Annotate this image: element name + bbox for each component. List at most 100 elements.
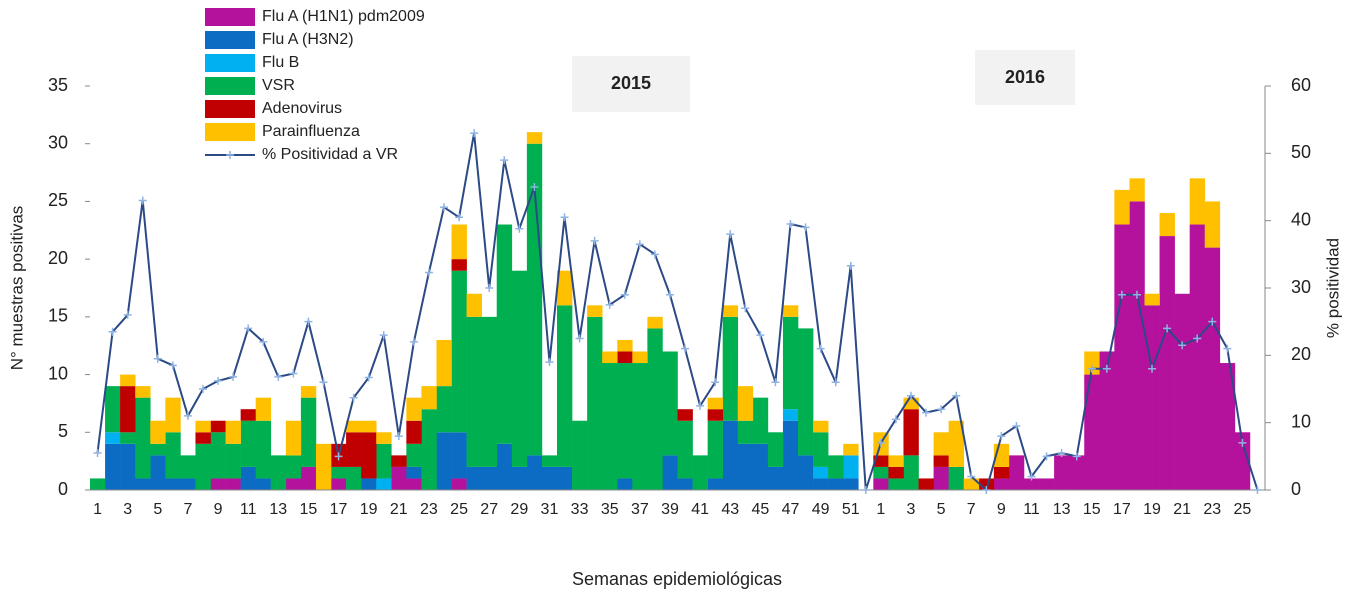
line-marker	[334, 452, 343, 461]
bar-segment	[722, 420, 739, 490]
bar-segment	[1219, 363, 1236, 490]
x-tick-label: 11	[1023, 501, 1040, 518]
line-marker	[1163, 324, 1172, 333]
bar-segment	[1008, 455, 1025, 490]
x-tick-label: 49	[812, 501, 830, 518]
x-tick-label: 23	[420, 501, 438, 518]
bar-segment	[993, 466, 1010, 479]
y-tick-label: 10	[48, 363, 68, 383]
x-tick-label: 21	[1173, 501, 1191, 518]
legend-label: VSR	[262, 77, 295, 94]
bar-segment	[481, 466, 498, 490]
bar-segment	[632, 351, 648, 364]
x-tick-label: 5	[153, 501, 162, 518]
bar-segment	[707, 409, 723, 421]
line-marker	[440, 203, 449, 212]
line-marker	[711, 378, 720, 387]
bar-segment	[662, 351, 678, 456]
line-marker	[1193, 334, 1202, 343]
bar-segment	[526, 455, 543, 490]
line-marker	[605, 300, 614, 309]
bar-segment	[888, 455, 904, 467]
bar-segment	[1023, 478, 1040, 490]
bar-segment	[466, 316, 482, 467]
bar-segment	[541, 455, 558, 467]
bar-segment	[1114, 224, 1130, 490]
line-marker	[726, 230, 735, 239]
bar-segment	[707, 420, 723, 479]
line-marker	[771, 378, 780, 387]
bar-segment	[933, 432, 949, 456]
line-marker	[741, 304, 750, 313]
y2-tick-label: 30	[1291, 277, 1311, 297]
bar-segment	[1189, 178, 1206, 225]
bar-segment	[120, 443, 136, 490]
bar-segment	[331, 466, 347, 479]
line-marker	[1208, 317, 1217, 326]
legend-swatch	[205, 54, 255, 72]
bar-segment	[285, 478, 302, 490]
line-marker	[500, 156, 509, 165]
bar-segment	[798, 328, 814, 456]
bar-segment	[346, 420, 362, 433]
bar-segment	[933, 455, 949, 467]
bar-segment	[602, 351, 618, 364]
bar-segment	[556, 270, 573, 306]
bar-segment	[451, 224, 467, 260]
x-tick-label: 23	[1203, 501, 1221, 518]
bar-segment	[1159, 236, 1175, 490]
bar-segment	[135, 478, 151, 490]
bar-segment	[406, 443, 422, 467]
line-marker	[394, 432, 403, 441]
line-marker	[153, 354, 162, 363]
bar-segment	[406, 420, 422, 444]
bar-segment	[572, 420, 588, 490]
bar-segment	[1174, 293, 1190, 490]
y2-tick-label: 20	[1291, 344, 1311, 364]
line-marker	[470, 129, 479, 138]
bar-segment	[105, 443, 121, 490]
bar-segment	[180, 478, 196, 490]
bar-segment	[210, 420, 226, 433]
x-tick-label: 33	[571, 501, 589, 518]
bar-segment	[451, 270, 467, 433]
bar-segment	[828, 478, 844, 490]
x-tick-label: 35	[601, 501, 619, 518]
x-tick-label: 25	[1234, 501, 1252, 518]
bar-segment	[406, 397, 422, 421]
line-marker	[319, 378, 328, 387]
bar-segment	[541, 466, 558, 490]
bar-segment	[511, 466, 528, 490]
bar-segment	[993, 478, 1010, 490]
bar-segment	[903, 455, 919, 490]
legend-label: % Positividad a VR	[262, 146, 398, 163]
line-marker	[409, 337, 418, 346]
line-marker	[1178, 341, 1187, 350]
x-tick-label: 43	[721, 501, 739, 518]
line-marker	[530, 183, 539, 191]
bar-segment	[165, 397, 181, 433]
bar-segment	[843, 478, 859, 490]
bar-segment	[918, 478, 934, 490]
bar-segment	[406, 466, 422, 479]
bar-segment	[210, 432, 226, 479]
x-tick-label: 7	[183, 501, 192, 518]
legend-swatch	[205, 77, 255, 95]
bar-segment	[948, 420, 965, 467]
bar-segment	[361, 420, 377, 433]
bar-segment	[120, 432, 136, 444]
x-tick-label: 37	[631, 501, 649, 518]
line-marker	[681, 344, 690, 353]
bar-segment	[617, 363, 633, 479]
line-marker	[967, 472, 976, 481]
bar-segment	[1204, 247, 1221, 490]
bar-segment	[315, 443, 332, 490]
bar-segment	[391, 455, 407, 467]
bar-segment	[707, 478, 723, 490]
bar-segment	[361, 478, 377, 490]
y-tick-label: 20	[48, 248, 68, 268]
x-tick-label: 19	[1143, 501, 1161, 518]
bar-segment	[1099, 351, 1115, 490]
line-marker	[455, 213, 464, 222]
